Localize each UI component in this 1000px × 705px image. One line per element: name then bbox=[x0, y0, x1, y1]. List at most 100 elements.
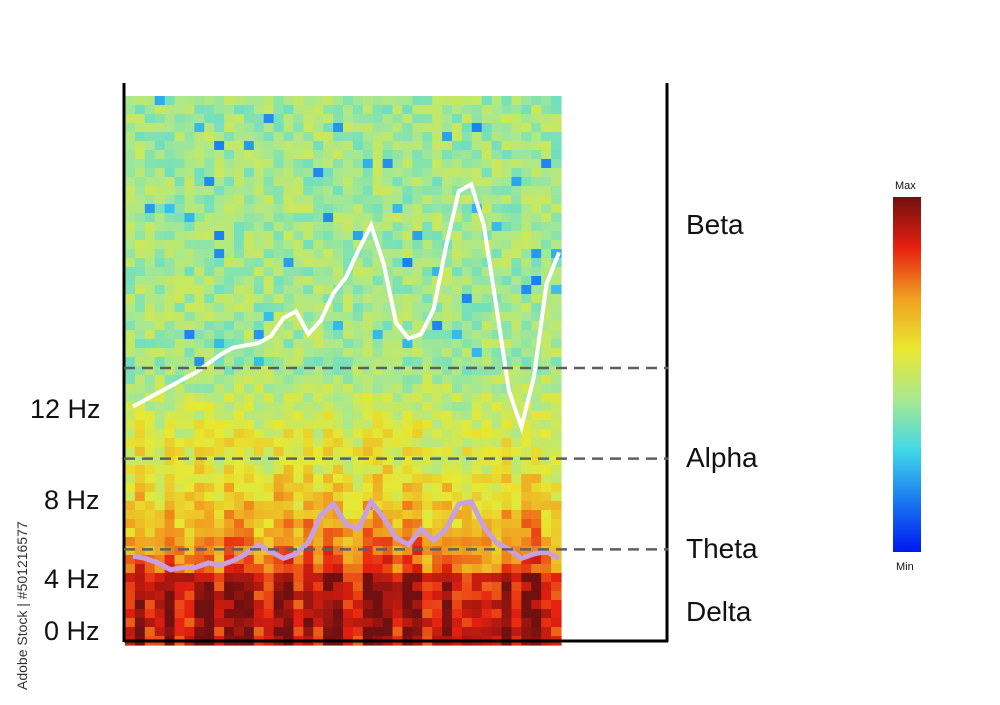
heatmap-cell bbox=[333, 294, 344, 304]
heatmap-cell bbox=[372, 366, 384, 376]
heatmap-cell bbox=[204, 222, 215, 232]
heatmap-cell bbox=[303, 312, 314, 322]
heatmap-cell bbox=[243, 510, 255, 520]
heatmap-cell bbox=[352, 159, 364, 169]
heatmap-cell bbox=[323, 240, 334, 250]
heatmap-cell bbox=[323, 267, 334, 277]
heatmap-cell bbox=[481, 366, 493, 376]
heatmap-cell bbox=[531, 303, 542, 313]
heatmap-cell bbox=[174, 303, 186, 313]
heatmap-cell bbox=[134, 150, 146, 160]
heatmap-cell bbox=[184, 627, 195, 637]
heatmap-cell bbox=[382, 546, 394, 556]
heatmap-cell bbox=[263, 600, 275, 610]
heatmap-cell bbox=[491, 321, 503, 331]
heatmap-cell bbox=[541, 609, 552, 619]
heatmap-cell bbox=[481, 267, 493, 277]
heatmap-cell bbox=[234, 519, 245, 529]
heatmap-cell bbox=[303, 96, 314, 106]
heatmap-cell bbox=[442, 618, 453, 628]
heatmap-cell bbox=[174, 186, 186, 196]
heatmap-cell bbox=[481, 483, 493, 493]
heatmap-cell bbox=[521, 528, 532, 538]
heatmap-cell bbox=[144, 501, 156, 511]
heatmap-cell bbox=[125, 258, 136, 268]
heatmap-cell bbox=[452, 618, 463, 628]
heatmap-cell bbox=[134, 267, 146, 277]
heatmap-cell bbox=[352, 276, 364, 286]
heatmap-cell bbox=[432, 546, 443, 556]
heatmap-cell bbox=[224, 339, 235, 349]
heatmap-cell bbox=[521, 420, 532, 430]
heatmap-cell bbox=[263, 519, 275, 529]
heatmap-cell bbox=[402, 177, 413, 187]
heatmap-cell bbox=[452, 393, 463, 403]
heatmap-cell bbox=[362, 591, 374, 601]
heatmap-cell bbox=[422, 339, 433, 349]
heatmap-cell bbox=[174, 456, 186, 466]
heatmap-cell bbox=[461, 195, 473, 205]
heatmap-cell bbox=[323, 231, 334, 241]
heatmap-cell bbox=[184, 483, 195, 493]
heatmap-cell bbox=[501, 537, 513, 547]
heatmap-cell bbox=[253, 150, 265, 160]
heatmap-cell bbox=[551, 150, 562, 160]
heatmap-cell bbox=[343, 483, 354, 493]
heatmap-cell bbox=[333, 195, 344, 205]
heatmap-cell bbox=[422, 294, 433, 304]
heatmap-cell bbox=[144, 258, 156, 268]
heatmap-cell bbox=[243, 168, 255, 178]
heatmap-cell bbox=[501, 465, 513, 475]
heatmap-cell bbox=[144, 294, 156, 304]
heatmap-cell bbox=[392, 186, 404, 196]
y-tick-label: 0 Hz bbox=[44, 616, 100, 646]
heatmap-cell bbox=[392, 447, 404, 457]
heatmap-cell bbox=[521, 609, 532, 619]
heatmap-cell bbox=[392, 564, 404, 574]
heatmap-cell bbox=[283, 564, 295, 574]
heatmap-cell bbox=[234, 411, 245, 421]
heatmap-cell bbox=[174, 429, 186, 439]
heatmap-cell bbox=[333, 609, 344, 619]
heatmap-cell bbox=[125, 627, 136, 637]
heatmap-cell bbox=[432, 303, 443, 313]
heatmap-cell bbox=[352, 555, 364, 565]
heatmap-cell bbox=[461, 150, 473, 160]
heatmap-cell bbox=[392, 276, 404, 286]
heatmap-cell bbox=[362, 600, 374, 610]
heatmap-cell bbox=[194, 591, 205, 601]
heatmap-cell bbox=[541, 519, 552, 529]
heatmap-cell bbox=[293, 465, 304, 475]
heatmap-cell bbox=[531, 375, 542, 385]
heatmap-cell bbox=[243, 384, 255, 394]
heatmap-cell bbox=[402, 456, 413, 466]
heatmap-cell bbox=[392, 618, 404, 628]
heatmap-cell bbox=[253, 285, 265, 295]
heatmap-cell bbox=[343, 285, 354, 295]
heatmap-cell bbox=[511, 510, 522, 520]
heatmap-cell bbox=[323, 555, 334, 565]
heatmap-cell bbox=[541, 231, 552, 241]
heatmap-cell bbox=[352, 483, 364, 493]
heatmap-cell bbox=[402, 213, 413, 223]
heatmap-cell bbox=[234, 582, 245, 592]
heatmap-cell bbox=[551, 402, 562, 412]
heatmap-cell bbox=[323, 258, 334, 268]
heatmap-cell bbox=[214, 465, 225, 475]
heatmap-cell bbox=[343, 213, 354, 223]
heatmap-cell bbox=[333, 150, 344, 160]
heatmap-cell bbox=[501, 330, 513, 340]
heatmap-cell bbox=[125, 600, 136, 610]
heatmap-cell bbox=[184, 375, 195, 385]
heatmap-cell bbox=[511, 195, 522, 205]
heatmap-cell bbox=[412, 609, 423, 619]
heatmap-cell bbox=[422, 456, 433, 466]
heatmap-cell bbox=[491, 123, 503, 133]
heatmap-cell bbox=[293, 168, 304, 178]
heatmap-cell bbox=[333, 141, 344, 151]
heatmap-cell bbox=[343, 312, 354, 322]
heatmap-cell bbox=[224, 366, 235, 376]
heatmap-cell bbox=[352, 150, 364, 160]
heatmap-cell bbox=[125, 492, 136, 502]
heatmap-cell bbox=[452, 564, 463, 574]
